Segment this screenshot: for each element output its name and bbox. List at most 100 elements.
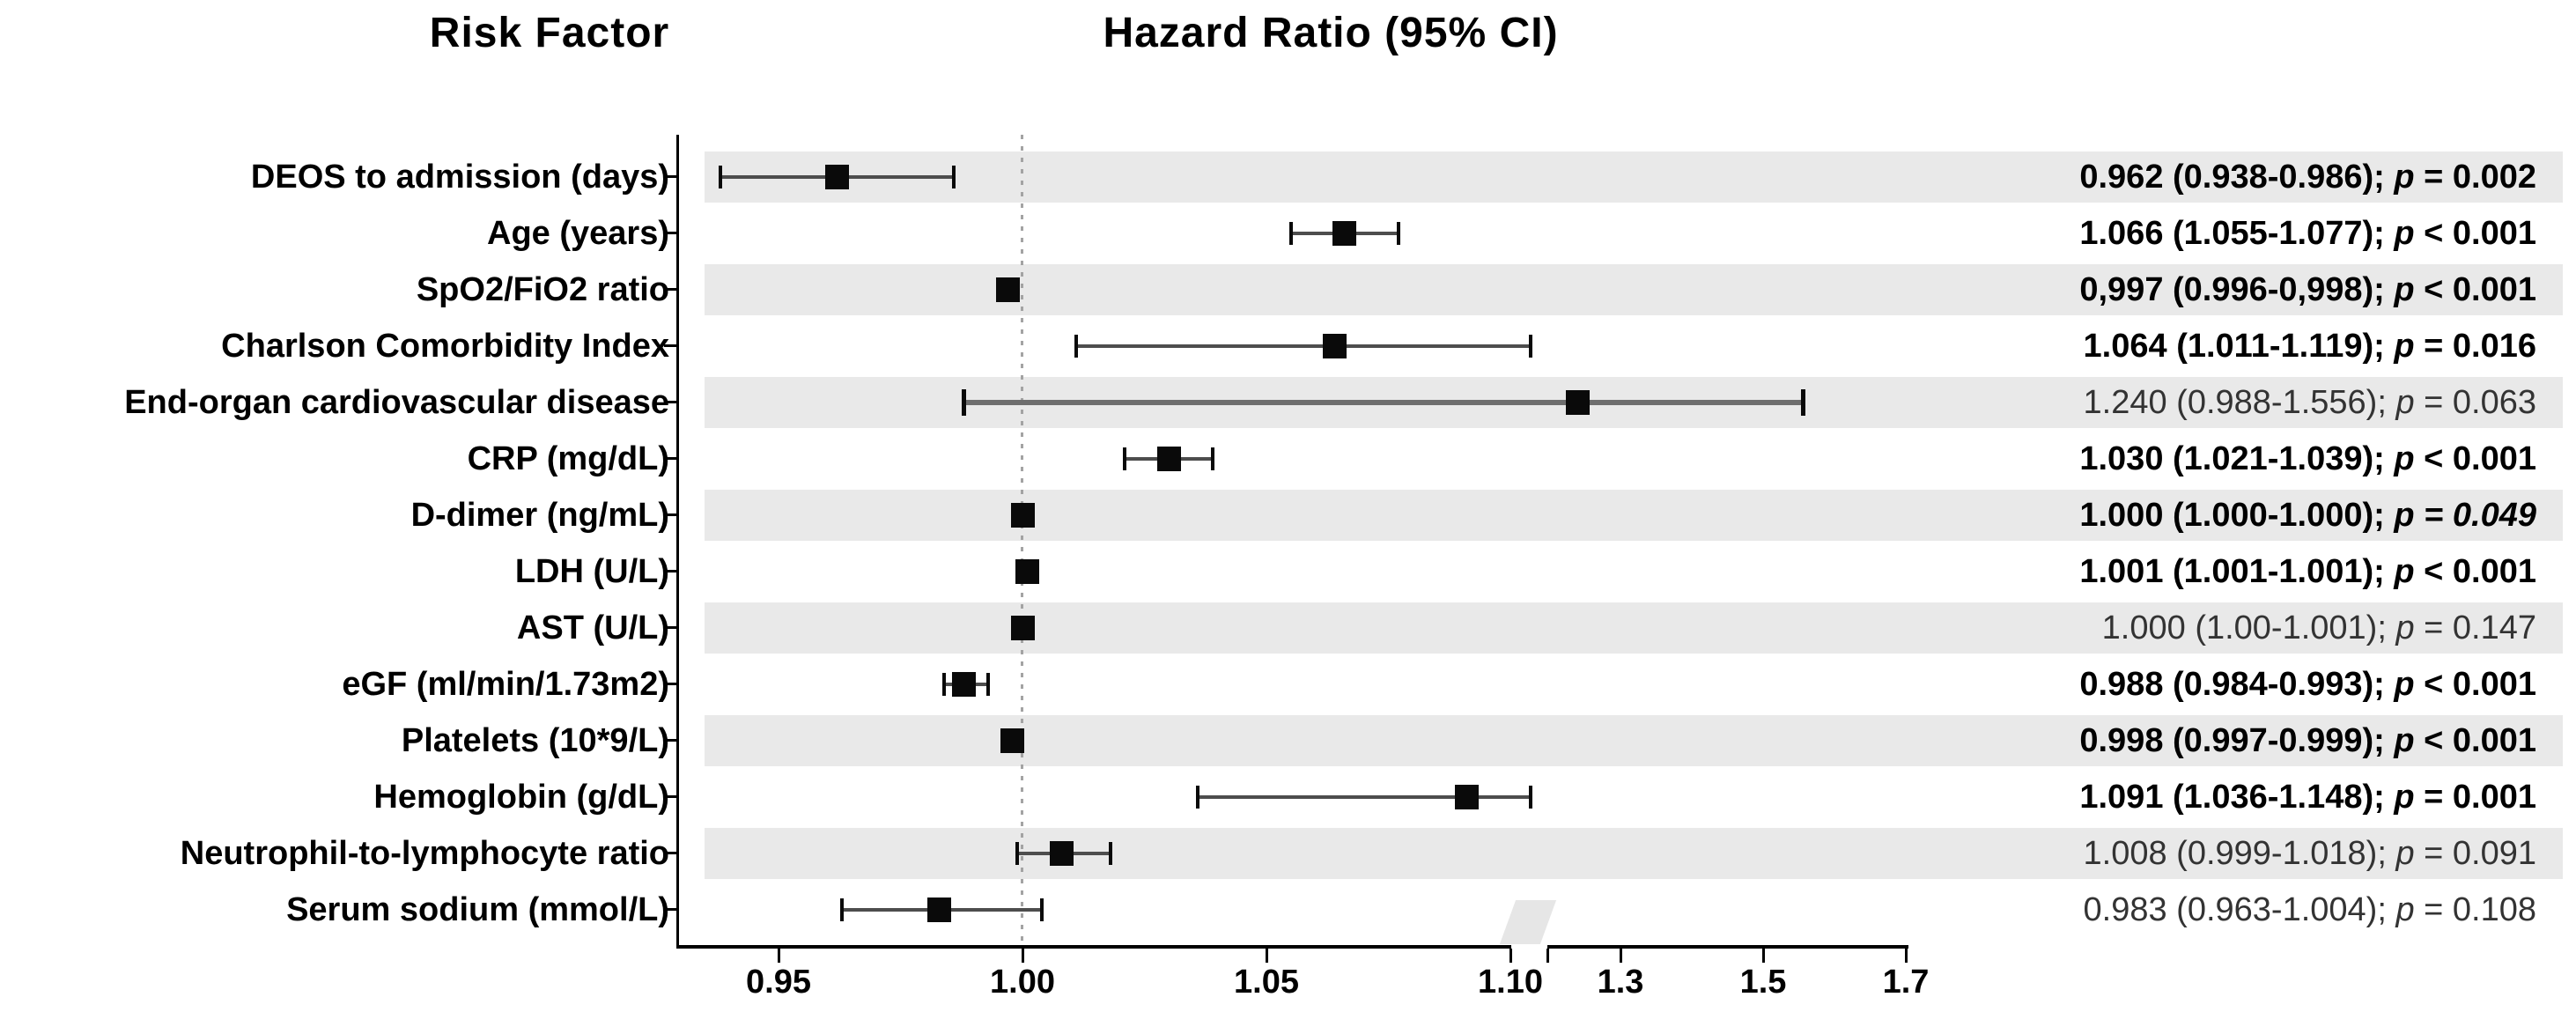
- row-value: 1.001 (1.001-1.001); p < 0.001: [1920, 550, 2536, 593]
- x-axis-right-segment: [1547, 945, 1908, 949]
- x-axis-tick: [1905, 949, 1908, 963]
- x-axis-tick-label: 1.5: [1739, 964, 1787, 1001]
- p-value-text: = 0.108: [2414, 891, 2536, 928]
- row-label: Neutrophil-to-lymphocyte ratio: [180, 835, 669, 872]
- p-symbol: p: [2394, 215, 2415, 252]
- x-axis-tick: [1762, 949, 1765, 963]
- row-label: D-dimer (ng/mL): [410, 497, 669, 534]
- hr-ci-text: 1.030 (1.021-1.039);: [2079, 440, 2395, 477]
- x-axis-tick-label: 1.10: [1478, 964, 1543, 1001]
- hr-marker: [824, 165, 849, 189]
- hr-marker: [1015, 559, 1040, 584]
- ci-cap-low: [1123, 447, 1127, 470]
- p-value-text: < 0.001: [2414, 722, 2536, 759]
- p-symbol: p: [2394, 271, 2415, 308]
- x-axis-tick: [1546, 949, 1549, 963]
- x-axis-tick: [1266, 949, 1268, 963]
- row-value: 0.998 (0.997-0.999); p < 0.001: [1920, 720, 2536, 762]
- p-value-text: = 0.063: [2414, 384, 2536, 421]
- row-value: 0.988 (0.984-0.993); p < 0.001: [1920, 663, 2536, 705]
- p-symbol: p: [2394, 779, 2415, 816]
- row-value: 1.008 (0.999-1.018); p = 0.091: [1920, 832, 2536, 875]
- y-axis-row-tick: [664, 795, 676, 798]
- hr-ci-text: 1.008 (0.999-1.018);: [2083, 835, 2396, 872]
- ci-cap-low: [1196, 786, 1200, 809]
- x-axis-tick: [1022, 949, 1024, 963]
- axis-break-mark: [1499, 900, 1557, 944]
- p-value-text: < 0.001: [2414, 553, 2536, 590]
- hr-ci-text: 0.962 (0.938-0.986);: [2079, 159, 2395, 196]
- p-symbol: p: [2395, 891, 2415, 928]
- hr-marker: [1565, 390, 1590, 415]
- ci-cap-high: [1040, 898, 1044, 921]
- ci-cap-low: [1288, 222, 1293, 245]
- p-value-text: < 0.001: [2414, 666, 2536, 703]
- p-symbol: p: [2395, 835, 2415, 872]
- hr-marker: [1010, 503, 1035, 528]
- row-label: AST (U/L): [516, 609, 669, 646]
- x-axis-tick: [1509, 949, 1512, 963]
- y-axis-row-tick: [664, 232, 676, 234]
- ci-cap-high: [986, 673, 991, 696]
- hr-marker: [995, 277, 1020, 302]
- row-label: End-organ cardiovascular disease: [124, 384, 669, 421]
- row-label: Platelets (10*9/L): [401, 722, 669, 759]
- hr-ci-text: 0.988 (0.984-0.993);: [2079, 666, 2395, 703]
- p-symbol: p: [2394, 497, 2415, 534]
- hr-ci-text: 1.240 (0.988-1.556);: [2083, 384, 2396, 421]
- p-symbol: p: [2395, 609, 2415, 646]
- row-label: eGF (ml/min/1.73m2): [342, 666, 669, 703]
- ci-cap-low: [718, 166, 722, 188]
- y-axis-row-tick: [664, 739, 676, 742]
- risk-factor-column-title: Risk Factor: [429, 10, 670, 56]
- p-symbol: p: [2394, 328, 2415, 365]
- x-axis-left-segment: [676, 945, 1511, 949]
- row-value: 0,997 (0.996-0,998); p < 0.001: [1920, 269, 2536, 311]
- x-axis-tick: [1620, 949, 1622, 963]
- x-axis-tick-label: 1.3: [1597, 964, 1644, 1001]
- ci-cap-high: [1529, 786, 1532, 809]
- x-axis-tick-label: 1.00: [990, 964, 1055, 1001]
- ci-cap-high: [1800, 389, 1805, 416]
- row-value: 0.962 (0.938-0.986); p = 0.002: [1920, 156, 2536, 198]
- row-value: 1.000 (1.000-1.000); p = 0.049: [1920, 494, 2536, 536]
- hr-ci-text: 1.066 (1.055-1.077);: [2079, 215, 2395, 252]
- row-value: 0.983 (0.963-1.004); p = 0.108: [1920, 889, 2536, 931]
- x-axis-tick-label: 1.7: [1882, 964, 1930, 1001]
- y-axis-row-tick: [664, 513, 676, 516]
- hr-ci-text: 1.000 (1.00-1.001);: [2101, 609, 2396, 646]
- row-band: [705, 828, 2563, 879]
- p-value-text: < 0.001: [2414, 215, 2536, 252]
- p-value-text: = 0.001: [2414, 779, 2536, 816]
- row-label: CRP (mg/dL): [467, 440, 669, 477]
- row-label: Serum sodium (mmol/L): [286, 891, 669, 928]
- row-band: [705, 151, 2563, 203]
- x-axis-tick-label: 1.05: [1234, 964, 1299, 1001]
- y-axis-row-tick: [664, 852, 676, 854]
- ci-line: [963, 400, 1804, 405]
- ci-line: [1198, 795, 1531, 799]
- reference-line: [1021, 135, 1023, 946]
- hr-ci-text: 1.091 (1.036-1.148);: [2079, 779, 2395, 816]
- y-axis-line: [676, 135, 679, 948]
- ci-cap-low: [840, 898, 845, 921]
- hr-marker: [1323, 334, 1347, 358]
- ci-cap-low: [942, 673, 947, 696]
- row-value: 1.091 (1.036-1.148); p = 0.001: [1920, 776, 2536, 818]
- p-symbol: p: [2394, 159, 2415, 196]
- row-label: Age (years): [487, 215, 669, 252]
- hr-ci-text: 1.000 (1.000-1.000);: [2079, 497, 2395, 534]
- hr-marker: [1454, 785, 1479, 809]
- p-value-text: = 0.002: [2414, 159, 2536, 196]
- hr-ci-text: 0,997 (0.996-0,998);: [2079, 271, 2395, 308]
- hr-ci-text: 0.998 (0.997-0.999);: [2079, 722, 2395, 759]
- p-symbol: p: [2394, 722, 2415, 759]
- hr-marker: [1332, 221, 1357, 246]
- hr-marker: [1049, 841, 1074, 866]
- y-axis-row-tick: [664, 570, 676, 572]
- p-value-text: < 0.001: [2414, 271, 2536, 308]
- hr-marker: [927, 898, 952, 922]
- p-value-text: = 0.091: [2414, 835, 2536, 872]
- y-axis-row-tick: [664, 683, 676, 685]
